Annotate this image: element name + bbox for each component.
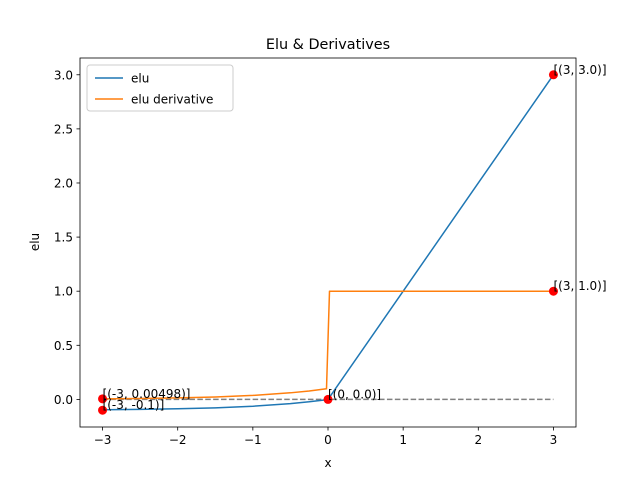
x-tick-label: −2 xyxy=(169,433,187,447)
data-point-0 xyxy=(548,70,558,80)
x-tick-label: −3 xyxy=(94,433,112,447)
y-tick-label: 1.5 xyxy=(54,231,73,245)
legend-label-0: elu xyxy=(131,72,149,86)
data-point-3 xyxy=(98,394,108,404)
data-point-1 xyxy=(548,286,558,296)
data-point-label-0: [(3, 3.0)] xyxy=(553,63,606,77)
x-axis-label: x xyxy=(324,456,331,470)
x-tick-label: 1 xyxy=(399,433,407,447)
data-point-label-1: [(3, 1.0)] xyxy=(553,279,606,293)
data-point-label-3: [(-3, 0.00498)] xyxy=(103,387,191,401)
y-axis-label: elu xyxy=(28,233,42,251)
y-tick-label: 2.5 xyxy=(54,122,73,136)
x-tick-label: −1 xyxy=(244,433,262,447)
x-tick-label: 0 xyxy=(324,433,332,447)
series-line-elu xyxy=(101,73,555,411)
data-point-2 xyxy=(323,394,333,404)
plot-area: [(3, 3.0)] [(3, 1.0)] [(0, 0.0)] [(-3, 0.00… xyxy=(54,57,607,447)
y-tick-label: 1.0 xyxy=(54,285,73,299)
legend-box xyxy=(86,64,234,112)
axes-frame xyxy=(79,57,577,428)
x-tick-label: 2 xyxy=(474,433,482,447)
data-point-4 xyxy=(98,405,108,415)
y-tick-label: 0.5 xyxy=(54,339,73,353)
series-line-elu-derivative xyxy=(101,290,555,400)
y-tick-label: 2.0 xyxy=(54,176,73,190)
chart-title: Elu & Derivatives xyxy=(266,37,390,53)
data-point-label-2: [(0, 0.0)] xyxy=(328,387,381,401)
legend-label-1: elu derivative xyxy=(131,93,213,107)
y-tick-label: 0.0 xyxy=(54,393,73,407)
y-tick-label: 3.0 xyxy=(54,68,73,82)
data-point-label-4: [(-3, -0.1)] xyxy=(103,398,165,412)
x-tick-label: 3 xyxy=(550,433,558,447)
